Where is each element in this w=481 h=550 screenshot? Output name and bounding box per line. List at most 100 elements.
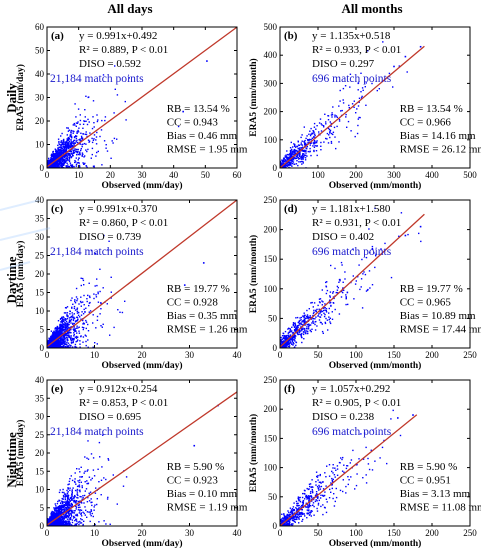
- scatter-point: [314, 321, 316, 323]
- scatter-point: [71, 154, 74, 156]
- scatter-point: [305, 332, 307, 334]
- scatter-point: [57, 144, 59, 147]
- scatter-point: [74, 150, 77, 152]
- scatter-point: [62, 141, 64, 143]
- scatter-point: [51, 338, 53, 340]
- scatter-point: [67, 142, 69, 144]
- scatter-point: [342, 99, 344, 101]
- y-tick-label: 200: [264, 107, 278, 117]
- scatter-point: [63, 330, 65, 332]
- fit-line: [47, 27, 237, 168]
- scatter-point: [404, 55, 407, 58]
- scatter-point: [85, 327, 87, 330]
- scatter-point: [64, 341, 66, 343]
- scatter-point: [65, 318, 67, 321]
- scatter-point: [110, 157, 112, 159]
- scatter-point: [303, 126, 305, 128]
- y-tick-label: 25: [35, 251, 45, 261]
- scatter-point: [290, 342, 292, 344]
- scatter-point: [69, 144, 71, 147]
- scatter-point: [282, 161, 284, 164]
- scatter-point: [327, 115, 329, 117]
- scatter-point: [73, 332, 75, 334]
- scatter-point: [65, 141, 67, 143]
- scatter-point: [72, 328, 75, 330]
- scatter-point: [319, 298, 322, 300]
- scatter-point: [99, 268, 101, 270]
- scatter-point: [361, 258, 363, 261]
- scatter-point: [52, 159, 54, 161]
- x-axis-label: Observed (mm/day): [101, 360, 182, 371]
- scatter-point: [307, 317, 310, 319]
- scatter-point: [313, 146, 316, 148]
- scatter-point: [59, 153, 61, 155]
- scatter-point: [59, 325, 61, 327]
- scatter-point: [325, 292, 328, 295]
- scatter-point: [358, 97, 361, 99]
- scatter-point: [306, 323, 308, 326]
- scatter-point: [321, 124, 323, 126]
- row-title-nighttime: Nighttime: [4, 432, 19, 488]
- y-tick-label: 200: [264, 225, 278, 235]
- stat-line: CC = 0.943: [167, 117, 219, 129]
- scatter-point: [356, 132, 359, 135]
- scatter-point: [345, 298, 347, 300]
- scatter-point: [294, 346, 296, 348]
- scatter-point: [64, 156, 66, 159]
- scatter-point: [64, 521, 66, 523]
- scatter-point: [284, 166, 286, 168]
- scatter-point: [342, 102, 345, 104]
- scatter-point: [60, 147, 62, 149]
- scatter-point: [103, 234, 105, 237]
- scatter-point: [318, 122, 321, 124]
- scatter-point: [342, 287, 344, 289]
- scatter-point: [392, 86, 394, 88]
- fit-equation: y = 0.991x+0.370: [79, 203, 158, 215]
- scatter-point: [70, 156, 72, 159]
- scatter-point: [88, 141, 90, 143]
- scatter-point: [303, 155, 305, 157]
- scatter-point: [76, 153, 78, 156]
- scatter-point: [47, 339, 49, 342]
- scatter-point: [304, 319, 306, 321]
- scatter-point: [302, 320, 304, 322]
- scatter-point: [360, 72, 362, 74]
- scatter-point: [330, 142, 333, 144]
- scatter-point: [314, 141, 316, 143]
- scatter-point: [294, 330, 297, 332]
- scatter-point: [77, 121, 79, 123]
- scatter-point: [301, 156, 303, 158]
- scatter-point: [67, 516, 70, 518]
- scatter-point: [406, 71, 408, 73]
- scatter-point: [112, 142, 114, 144]
- scatter-point: [63, 335, 66, 338]
- scatter-point: [48, 342, 50, 344]
- scatter-point: [79, 479, 81, 481]
- scatter-point: [303, 319, 305, 322]
- scatter-point: [55, 511, 57, 513]
- scatter-point: [88, 304, 90, 307]
- scatter-point: [79, 119, 82, 122]
- scatter-point: [79, 152, 81, 154]
- scatter-point: [65, 312, 67, 314]
- scatter-point: [369, 287, 371, 289]
- scatter-point: [91, 153, 93, 156]
- scatter-point: [305, 137, 307, 140]
- scatter-point: [340, 296, 343, 298]
- scatter-point: [288, 156, 290, 159]
- scatter-point: [72, 318, 75, 320]
- scatter-point: [65, 522, 68, 524]
- scatter-point: [86, 123, 89, 126]
- y-tick-label: 0: [40, 163, 45, 173]
- scatter-point: [47, 162, 49, 164]
- x-tick-label: 10: [74, 170, 84, 180]
- scatter-point: [90, 249, 93, 252]
- scatter-point: [76, 162, 79, 164]
- scatter-point: [88, 311, 90, 313]
- scatter-point: [73, 317, 76, 319]
- scatter-point: [62, 150, 65, 152]
- scatter-point: [49, 161, 51, 163]
- scatter-point: [289, 334, 291, 336]
- scatter-point: [287, 341, 290, 343]
- scatter-point: [62, 143, 65, 145]
